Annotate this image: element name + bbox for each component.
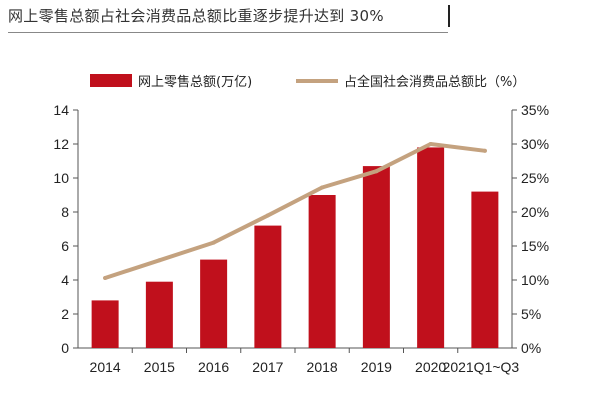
y-left-tick-label: 0 [61, 340, 69, 356]
line-share-of-retail [103, 142, 487, 280]
x-tick-label: 2020 [415, 359, 446, 375]
bar-2018 [308, 195, 336, 348]
y-right-tick-label: 5% [521, 306, 541, 322]
y-right-tick-label: 30% [521, 136, 549, 152]
line-point-2016 [211, 240, 216, 245]
line-point-2021Q1~Q3 [482, 148, 487, 153]
x-tick-label: 2019 [361, 359, 392, 375]
y-left-tick-label: 4 [61, 272, 69, 288]
legend: 网上零售总额(万亿) 占全国社会消费品总额比（%） [90, 74, 525, 90]
bar-2017 [254, 225, 282, 348]
x-tick-label: 2017 [252, 359, 283, 375]
y-left-tick-label: 12 [53, 136, 69, 152]
legend-label-line: 占全国社会消费品总额比（%） [344, 74, 525, 90]
x-tick-label: 2018 [307, 359, 338, 375]
line-point-2020 [428, 142, 433, 146]
y-left-tick-label: 6 [61, 238, 69, 254]
y-left-tick-label: 2 [61, 306, 69, 322]
x-tick-label: 2014 [90, 359, 121, 375]
text-cursor [448, 5, 450, 27]
x-tick-label: 2021Q1~Q3 [443, 359, 520, 375]
line-series [103, 142, 487, 280]
bar-2021Q1~Q3 [471, 191, 499, 348]
y-left-tick-label: 10 [53, 170, 69, 186]
line-point-2019 [374, 169, 379, 174]
y-right-tick-label: 20% [521, 204, 549, 220]
y-left-tick-label: 14 [53, 102, 69, 118]
y-right-tick-label: 0% [521, 340, 541, 356]
bars [91, 147, 499, 348]
chart-title-bar: 网上零售总额占社会消费品总额比重逐步提升达到 30% [8, 2, 450, 33]
y-right-tick-label: 25% [521, 170, 549, 186]
x-tick-label: 2016 [198, 359, 229, 375]
chart-title: 网上零售总额占社会消费品总额比重逐步提升达到 30% [8, 7, 384, 25]
bar-2020 [417, 147, 445, 348]
y-left-tick-label: 8 [61, 204, 69, 220]
line-point-2017 [265, 213, 270, 218]
bar-2014 [91, 300, 119, 348]
y-right-tick-label: 35% [521, 102, 549, 118]
x-tick-label: 2015 [144, 359, 175, 375]
legend-label-bar: 网上零售总额(万亿) [138, 74, 252, 90]
legend-swatch-bar [90, 74, 132, 87]
bar-2016 [200, 259, 228, 348]
tick-labels: 0 0%2 5%4 10%6 15%8 20%10 25%12 30%14 35%2014 201… [53, 102, 549, 375]
bar-2019 [362, 166, 390, 348]
y-right-tick-label: 10% [521, 272, 549, 288]
y-right-tick-label: 15% [521, 238, 549, 254]
line-point-2018 [320, 185, 325, 190]
line-point-2014 [103, 275, 108, 280]
line-point-2015 [157, 258, 162, 263]
bar-2015 [145, 281, 173, 348]
